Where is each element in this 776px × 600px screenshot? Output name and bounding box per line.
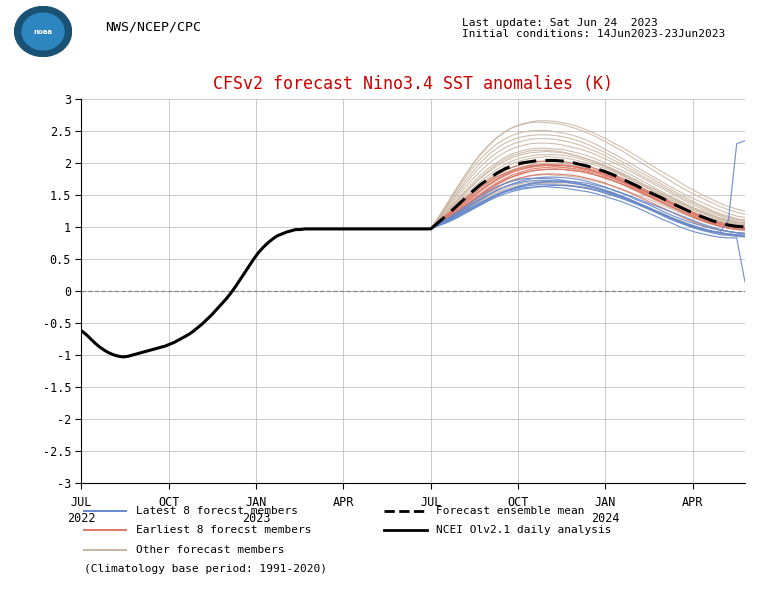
Text: JAN: JAN [245, 496, 267, 509]
Title: CFSv2 forecast Nino3.4 SST anomalies (K): CFSv2 forecast Nino3.4 SST anomalies (K) [213, 75, 613, 93]
Text: APR: APR [333, 496, 354, 509]
Text: OCT: OCT [508, 496, 528, 509]
Text: OCT: OCT [158, 496, 179, 509]
Text: NWS/NCEP/CPC: NWS/NCEP/CPC [105, 21, 201, 34]
Text: 2022: 2022 [68, 512, 95, 525]
Text: NCEI Olv2.1 daily analysis: NCEI Olv2.1 daily analysis [436, 526, 611, 535]
Circle shape [15, 7, 71, 56]
Text: Forecast ensemble mean: Forecast ensemble mean [436, 506, 584, 516]
Text: Initial conditions: 14Jun2023-23Jun2023: Initial conditions: 14Jun2023-23Jun2023 [462, 29, 725, 39]
Text: Latest 8 forecst members: Latest 8 forecst members [136, 506, 298, 516]
Text: 2023: 2023 [242, 512, 270, 525]
Text: Other forecast members: Other forecast members [136, 545, 284, 554]
Text: JAN: JAN [594, 496, 616, 509]
Text: Earliest 8 forecst members: Earliest 8 forecst members [136, 526, 311, 535]
Text: JUL: JUL [420, 496, 442, 509]
Circle shape [23, 13, 64, 50]
Text: APR: APR [682, 496, 703, 509]
Text: (Climatology base period: 1991-2020): (Climatology base period: 1991-2020) [84, 564, 327, 574]
Text: Last update: Sat Jun 24  2023: Last update: Sat Jun 24 2023 [462, 18, 657, 28]
Text: 2024: 2024 [591, 512, 619, 525]
Text: JUL: JUL [71, 496, 92, 509]
Text: noaa: noaa [33, 28, 53, 34]
